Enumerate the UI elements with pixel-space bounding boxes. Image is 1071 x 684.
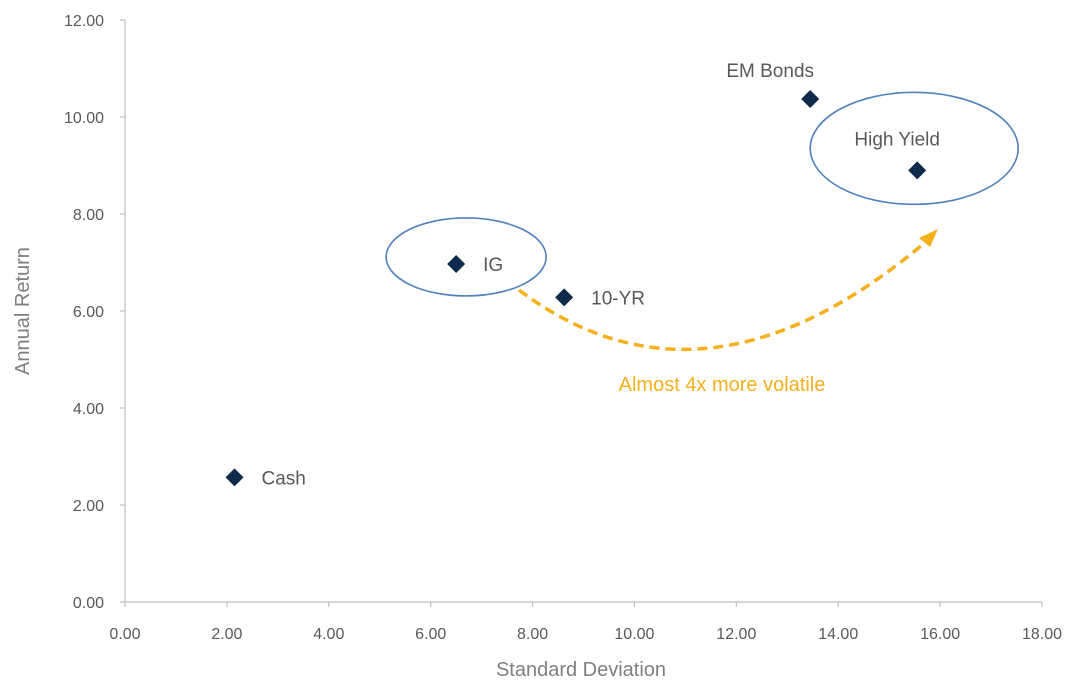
point-label-ig: IG xyxy=(483,255,503,276)
data-points: Cash IG 10-YR EM Bonds High Yield xyxy=(225,61,940,489)
x-axis-title: Standard Deviation xyxy=(496,659,666,681)
y-tick-label: 2.00 xyxy=(73,498,104,515)
point-marker-ig xyxy=(447,254,466,273)
x-tick-label: 18.00 xyxy=(1022,626,1062,643)
point-marker-10-yr xyxy=(555,288,574,307)
y-tick-label: 8.00 xyxy=(73,207,104,224)
x-tick-label: 2.00 xyxy=(211,626,242,643)
annotation-label: Almost 4x more volatile xyxy=(619,374,826,396)
point-label-em-bonds: EM Bonds xyxy=(726,61,814,82)
y-tick-label: 10.00 xyxy=(64,110,104,127)
x-tick-label: 12.00 xyxy=(716,626,756,643)
y-tick-label: 0.00 xyxy=(73,595,104,612)
y-tick-label: 6.00 xyxy=(73,304,104,321)
x-tick-label: 16.00 xyxy=(920,626,960,643)
x-tick-label: 6.00 xyxy=(415,626,446,643)
point-label-high-yield: High Yield xyxy=(854,129,940,150)
point-marker-em-bonds xyxy=(801,90,820,109)
y-tick-label: 12.00 xyxy=(64,13,104,30)
point-marker-high-yield xyxy=(908,161,927,180)
highlight-ellipse-high-yield xyxy=(809,91,1019,206)
tick-labels: 0.00 2.00 4.00 6.00 8.00 10.00 12.00 14.00 16.00… xyxy=(64,13,1062,643)
point-label-cash: Cash xyxy=(262,468,306,489)
y-tick-label: 4.00 xyxy=(73,401,104,418)
highlight-ellipse-ig xyxy=(385,217,547,297)
volatility-arrow xyxy=(517,229,938,352)
point-label-10-yr: 10-YR xyxy=(591,288,645,309)
highlight-ellipses xyxy=(385,91,1019,297)
arrow-path xyxy=(517,238,930,352)
x-tick-label: 10.00 xyxy=(614,626,654,643)
x-tick-label: 0.00 xyxy=(109,626,140,643)
x-tick-label: 14.00 xyxy=(818,626,858,643)
axes xyxy=(124,20,1042,603)
x-tick-label: 8.00 xyxy=(517,626,548,643)
arrow-head xyxy=(919,229,938,247)
point-marker-cash xyxy=(225,468,244,487)
y-axis-title: Annual Return xyxy=(12,247,34,375)
x-tick-label: 4.00 xyxy=(313,626,344,643)
